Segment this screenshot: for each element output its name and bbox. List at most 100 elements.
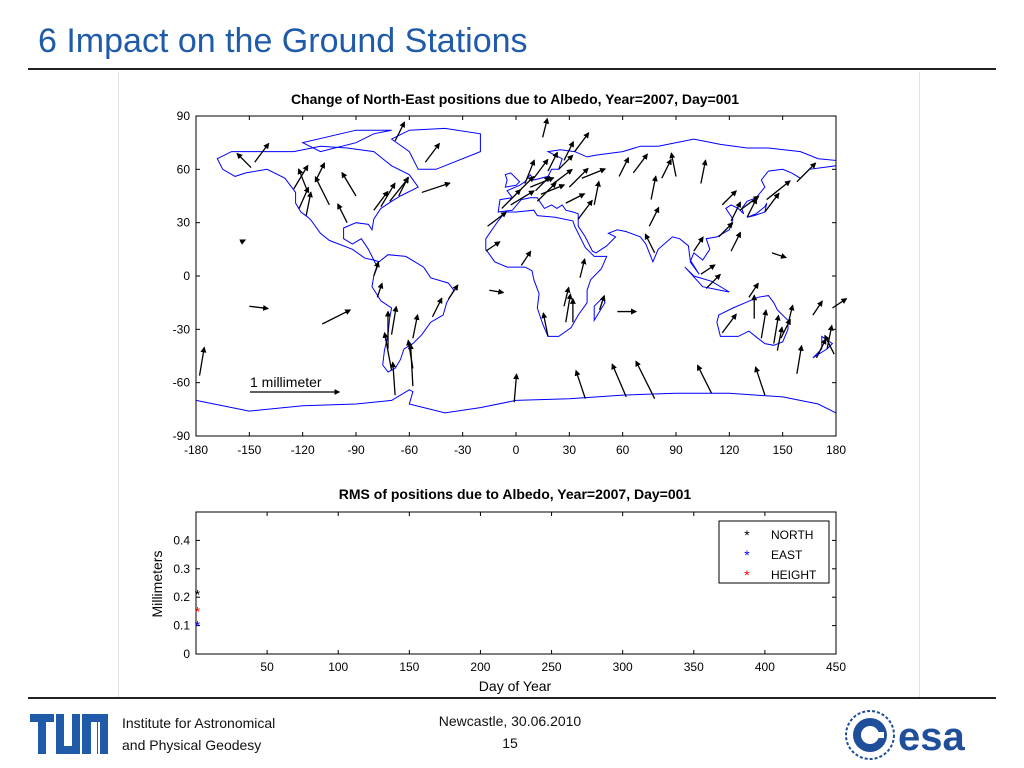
station-arrow-25 — [412, 313, 420, 339]
footer-center: Newcastle, 30.06.2010 15 — [380, 710, 640, 754]
station-arrow-10 — [341, 171, 357, 197]
station-arrow-18 — [249, 304, 270, 311]
title-divider — [28, 68, 996, 70]
station-arrow-64 — [648, 206, 660, 227]
station-arrow-96 — [696, 364, 713, 394]
station-arrow-46 — [581, 167, 607, 179]
station-arrow-78 — [563, 286, 571, 307]
station-arrow-49 — [577, 199, 593, 220]
station-arrow-45 — [568, 167, 589, 188]
station-arrow-30 — [487, 211, 508, 227]
station-arrow-43 — [563, 140, 574, 161]
coastline-3 — [497, 138, 837, 275]
station-arrow-88 — [787, 304, 795, 325]
station-arrow-15 — [421, 181, 451, 194]
station-arrow-61 — [764, 192, 780, 213]
map-xtick-label: -90 — [347, 443, 365, 457]
footer-divider — [28, 697, 996, 699]
station-arrow-63 — [796, 162, 817, 183]
station-arrow-12 — [380, 182, 396, 208]
map-xtick-label: 90 — [669, 443, 683, 457]
tum-logo — [30, 714, 108, 754]
station-arrow-48 — [565, 193, 586, 204]
institute-line-1: Institute for Astronomical — [122, 715, 276, 731]
station-arrow-26 — [431, 297, 443, 318]
station-arrow-14 — [398, 176, 409, 197]
station-arrow-70 — [730, 231, 742, 252]
station-arrow-36 — [535, 175, 551, 192]
slide-title: 6 Impact on the Ground Stations — [38, 22, 528, 60]
station-arrow-60 — [746, 197, 758, 218]
coastline-5 — [195, 389, 837, 437]
footer-page-number: 15 — [502, 735, 518, 751]
station-arrow-100 — [513, 373, 520, 403]
map-ytick-label: -90 — [173, 429, 191, 443]
map-xtick-label: -60 — [401, 443, 419, 457]
map-xtick-label: 60 — [616, 443, 630, 457]
station-arrow-40 — [547, 151, 558, 172]
map-xtick-label: 120 — [719, 443, 739, 457]
station-arrow-66 — [693, 236, 704, 252]
station-arrow-22 — [390, 305, 399, 335]
map-xtick-label: 180 — [826, 443, 846, 457]
station-arrow-68 — [700, 264, 716, 275]
footer-place-date: Newcastle, 30.06.2010 — [438, 713, 582, 729]
station-arrow-52 — [632, 153, 648, 174]
station-arrow-89 — [812, 300, 823, 316]
station-arrow-65 — [644, 233, 656, 254]
esa-logo: esa — [845, 710, 965, 760]
coastline-10 — [684, 266, 730, 293]
station-arrow-53 — [650, 175, 658, 200]
station-arrow-97 — [635, 360, 656, 399]
coastline-12 — [301, 129, 392, 153]
station-arrow-54 — [661, 158, 672, 179]
station-arrow-56 — [700, 159, 708, 184]
station-arrow-55 — [669, 152, 677, 177]
station-arrow-32 — [510, 190, 535, 206]
coastline-2 — [485, 209, 608, 337]
station-arrow-16 — [394, 121, 406, 142]
station-arrow-2 — [254, 142, 270, 163]
station-arrow-21 — [376, 282, 384, 298]
map-xtick-label: -180 — [184, 443, 208, 457]
scale-label: 1 millimeter — [250, 374, 322, 390]
station-arrow-3 — [293, 164, 309, 190]
station-arrow-51 — [618, 156, 630, 177]
station-arrow-44 — [542, 117, 550, 138]
station-arrow-93 — [796, 344, 804, 374]
map-ytick-label: 60 — [177, 162, 191, 176]
station-arrow-98 — [611, 363, 627, 398]
map-ytick-label: -30 — [173, 322, 191, 336]
station-arrow-73 — [520, 250, 532, 266]
station-arrow-6 — [297, 168, 309, 193]
station-arrow-50 — [593, 180, 601, 206]
station-arrow-57 — [721, 190, 737, 206]
station-arrow-67 — [718, 222, 734, 238]
station-arrow-84 — [760, 309, 769, 339]
station-arrow-20 — [373, 261, 380, 277]
map-ytick-label: -60 — [173, 376, 191, 390]
station-arrow-1 — [236, 152, 252, 169]
coastline-6 — [390, 127, 481, 170]
coastline-0 — [216, 145, 419, 261]
station-arrow-19 — [321, 309, 352, 325]
station-arrow-17 — [424, 142, 440, 163]
station-arrow-69 — [705, 273, 721, 289]
station-arrow-77 — [541, 312, 549, 337]
station-arrow-59 — [739, 195, 760, 211]
station-arrow-102 — [198, 346, 207, 376]
scale-arrow: 1 millimeter — [250, 374, 341, 395]
map-ytick-label: 30 — [177, 216, 191, 230]
station-arrow-74 — [579, 258, 587, 278]
coastline-8 — [746, 202, 768, 218]
station-arrow-42 — [558, 154, 574, 170]
station-arrow-62 — [766, 180, 791, 201]
map-axes: -180 -150 -120 -90 -60 -30 0 30 60 90 120 150 180 90 6… — [173, 109, 847, 457]
map-xtick-label: -150 — [237, 443, 261, 457]
station-arrow-8 — [314, 175, 330, 206]
station-arrow-33 — [519, 175, 535, 192]
map-xtick-label: 0 — [513, 443, 520, 457]
station-arrow-95 — [754, 366, 766, 396]
station-arrow-0 — [239, 239, 247, 245]
